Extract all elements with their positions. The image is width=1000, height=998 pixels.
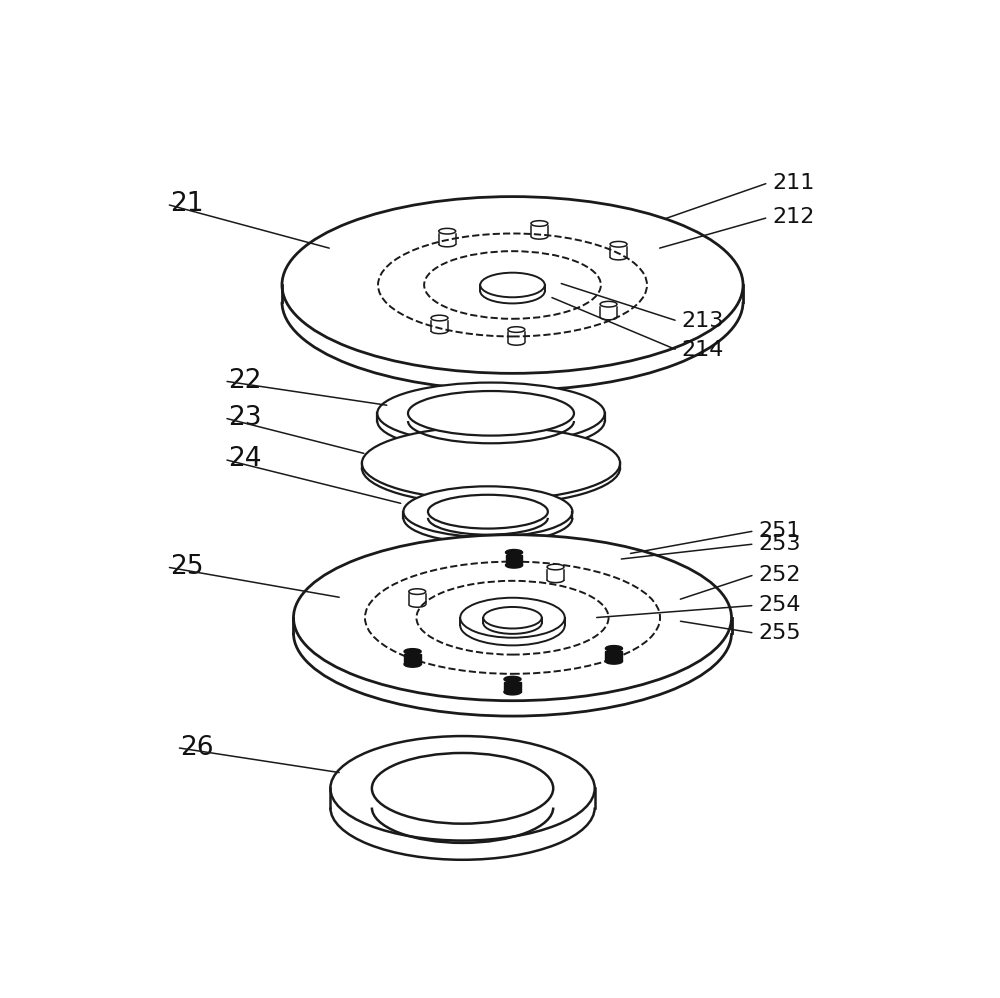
Text: 25: 25	[171, 554, 204, 580]
Polygon shape	[506, 555, 522, 565]
Text: 212: 212	[772, 208, 815, 228]
Ellipse shape	[330, 737, 595, 840]
Ellipse shape	[506, 550, 522, 555]
Ellipse shape	[480, 272, 545, 297]
Text: 23: 23	[228, 405, 262, 431]
Text: 24: 24	[228, 446, 262, 472]
Ellipse shape	[408, 391, 574, 435]
Text: 211: 211	[772, 173, 815, 193]
Ellipse shape	[282, 197, 743, 373]
Ellipse shape	[506, 563, 522, 568]
Text: 22: 22	[228, 368, 262, 394]
Text: 253: 253	[758, 534, 801, 554]
Ellipse shape	[605, 659, 622, 664]
Text: 252: 252	[758, 565, 801, 585]
Ellipse shape	[409, 589, 426, 595]
Ellipse shape	[531, 221, 548, 227]
Ellipse shape	[428, 495, 548, 529]
Ellipse shape	[610, 242, 627, 248]
Ellipse shape	[547, 564, 564, 570]
Text: 254: 254	[758, 596, 801, 616]
Ellipse shape	[460, 598, 565, 638]
Text: 21: 21	[171, 192, 204, 218]
Polygon shape	[605, 652, 622, 662]
Text: 213: 213	[682, 311, 724, 331]
Ellipse shape	[431, 315, 448, 320]
Ellipse shape	[372, 752, 553, 823]
Ellipse shape	[504, 677, 521, 682]
Ellipse shape	[600, 301, 617, 307]
Ellipse shape	[483, 607, 542, 629]
Ellipse shape	[293, 535, 732, 701]
Ellipse shape	[404, 649, 421, 655]
Ellipse shape	[605, 646, 622, 652]
Text: 251: 251	[758, 521, 801, 541]
Ellipse shape	[403, 486, 572, 537]
Ellipse shape	[504, 690, 521, 695]
Ellipse shape	[377, 382, 605, 444]
Ellipse shape	[508, 326, 525, 332]
Text: 255: 255	[758, 623, 801, 643]
Ellipse shape	[404, 662, 421, 667]
Text: 26: 26	[181, 735, 214, 760]
Text: 214: 214	[682, 340, 724, 360]
Polygon shape	[404, 655, 421, 665]
Ellipse shape	[439, 229, 456, 234]
Polygon shape	[504, 682, 521, 692]
Ellipse shape	[362, 426, 620, 500]
